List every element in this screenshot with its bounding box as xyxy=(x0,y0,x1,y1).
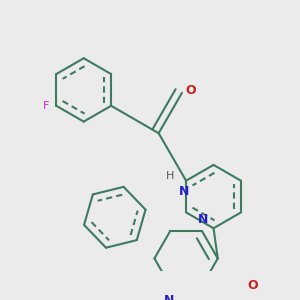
Text: N: N xyxy=(164,294,174,300)
Text: N: N xyxy=(178,185,189,198)
Text: O: O xyxy=(185,84,196,97)
Text: H: H xyxy=(166,171,175,181)
Text: F: F xyxy=(43,101,50,111)
Text: N: N xyxy=(198,213,208,226)
Text: O: O xyxy=(248,279,258,292)
